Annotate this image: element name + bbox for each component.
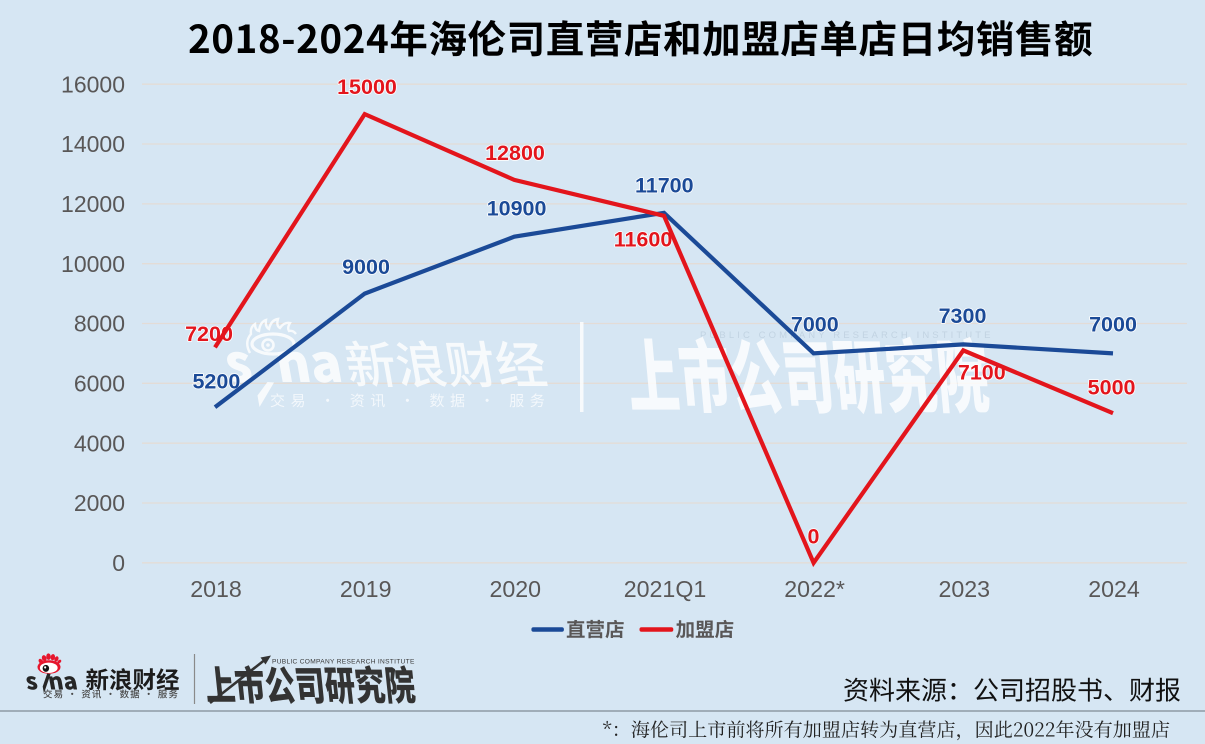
svg-text:2020: 2020	[490, 576, 542, 602]
svg-text:2021Q1: 2021Q1	[624, 576, 707, 602]
svg-text:8000: 8000	[74, 311, 125, 337]
svg-text:10900: 10900	[487, 197, 547, 221]
svg-text:7000: 7000	[1089, 313, 1137, 337]
svg-text:PUBLIC COMPANY RESEARCH INSTIT: PUBLIC COMPANY RESEARCH INSTITUTE	[700, 330, 994, 341]
svg-text:11700: 11700	[635, 173, 694, 197]
svg-text:14000: 14000	[61, 131, 125, 157]
svg-text:2023: 2023	[939, 576, 991, 602]
svg-text:12000: 12000	[61, 191, 125, 217]
svg-text:7200: 7200	[185, 322, 233, 346]
svg-text:2018: 2018	[190, 576, 242, 602]
svg-text:11600: 11600	[614, 227, 673, 251]
svg-text:5200: 5200	[192, 370, 240, 394]
svg-text:0: 0	[808, 524, 820, 548]
svg-text:15000: 15000	[337, 75, 397, 99]
svg-text:2000: 2000	[74, 490, 125, 516]
svg-text:12800: 12800	[485, 141, 545, 165]
svg-text:2022*: 2022*	[784, 576, 845, 602]
svg-text:4000: 4000	[74, 430, 125, 456]
svg-text:9000: 9000	[342, 255, 390, 279]
svg-text:5000: 5000	[1088, 375, 1136, 399]
svg-text:6000: 6000	[74, 371, 125, 397]
svg-text:2024: 2024	[1088, 576, 1140, 602]
svg-text:7000: 7000	[791, 313, 839, 337]
svg-text:16000: 16000	[61, 71, 125, 97]
svg-text:0: 0	[112, 550, 125, 576]
svg-text:7300: 7300	[939, 304, 987, 328]
svg-text:2019: 2019	[340, 576, 392, 602]
svg-text:10000: 10000	[61, 251, 125, 277]
svg-text:PUBLIC COMPANY RESEARCH INSTIT: PUBLIC COMPANY RESEARCH INSTITUTE	[272, 659, 415, 666]
